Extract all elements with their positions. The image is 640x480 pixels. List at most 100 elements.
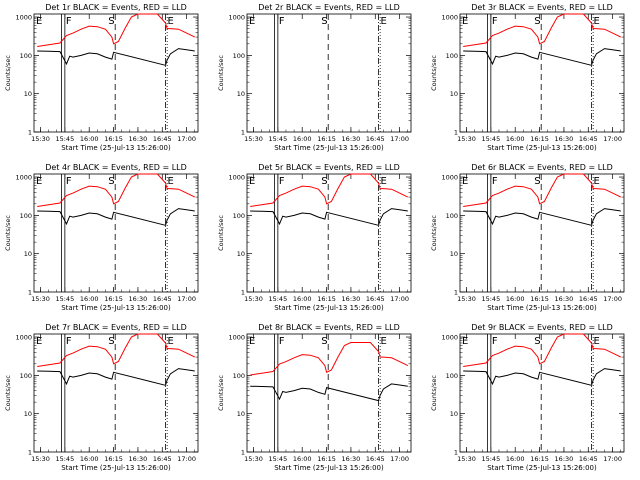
panel-title: Det 1r BLACK = Events, RED = LLD	[45, 3, 187, 12]
marker-label-f: F	[66, 16, 72, 27]
plot-panel: Det 6r BLACK = Events, RED = LLD 1 10 100 10…	[430, 163, 625, 312]
y-tick-label: 10	[237, 410, 245, 418]
x-axis-label: Start Time (25-Jul-13 15:26:00)	[274, 144, 384, 152]
panel-title: Det 6r BLACK = Events, RED = LLD	[471, 163, 613, 172]
y-tick-label: 1	[28, 129, 32, 137]
x-tick-label: 16:15	[104, 455, 123, 463]
y-tick-label: 10	[237, 250, 245, 258]
marker-label-f: F	[279, 176, 285, 187]
plot-frame	[459, 173, 625, 293]
y-tick-label: 1000	[228, 174, 245, 182]
x-tick-label: 15:45	[55, 135, 74, 143]
x-tick-label: 17:00	[177, 295, 196, 303]
panel-title: Det 7r BLACK = Events, RED = LLD	[45, 323, 187, 332]
panel-title: Det 5r BLACK = Events, RED = LLD	[258, 163, 400, 172]
x-tick-label: 16:00	[293, 455, 312, 463]
marker-label-e: E	[36, 16, 42, 27]
marker-label-e: E	[249, 16, 255, 27]
y-tick-label: 100	[446, 372, 458, 380]
x-tick-label: 15:45	[481, 135, 500, 143]
y-axis-label: Counts/sec	[430, 215, 438, 251]
marker-label-s: S	[108, 176, 114, 187]
panel-title: Det 8r BLACK = Events, RED = LLD	[258, 323, 400, 332]
marker-label-f: F	[66, 336, 72, 347]
marker-label-e: E	[249, 176, 255, 187]
panel-title: Det 9r BLACK = Events, RED = LLD	[471, 323, 613, 332]
x-tick-label: 15:45	[268, 455, 287, 463]
y-tick-label: 1000	[15, 334, 32, 342]
x-tick-label: 15:30	[31, 295, 50, 303]
panel-title: Det 2r BLACK = Events, RED = LLD	[258, 3, 400, 12]
plot-panel: Det 1r BLACK = Events, RED = LLD 1 10 100 10…	[4, 3, 199, 152]
lld-series-line	[250, 173, 409, 207]
y-tick-label: 10	[450, 410, 458, 418]
lld-series-line	[37, 173, 196, 207]
x-tick-label: 17:00	[603, 295, 622, 303]
y-tick-label: 1000	[441, 334, 458, 342]
x-tick-label: 16:30	[342, 135, 361, 143]
plot-frame	[33, 173, 199, 293]
y-tick-label: 100	[233, 372, 245, 380]
marker-label-f: F	[279, 336, 285, 347]
y-axis-label: Counts/sec	[4, 375, 12, 411]
marker-label-s: S	[321, 176, 327, 187]
x-tick-label: 16:15	[530, 455, 549, 463]
marker-label-e: E	[381, 176, 387, 187]
y-tick-label: 1	[454, 449, 458, 457]
x-tick-label: 16:00	[80, 455, 99, 463]
lld-series-line	[37, 13, 196, 47]
marker-label-e: E	[381, 336, 387, 347]
x-axis-label: Start Time (25-Jul-13 15:26:00)	[487, 304, 597, 312]
x-tick-label: 15:45	[481, 295, 500, 303]
x-tick-label: 16:45	[579, 455, 598, 463]
marker-label-f: F	[66, 176, 72, 187]
x-tick-label: 16:15	[104, 135, 123, 143]
x-axis-label: Start Time (25-Jul-13 15:26:00)	[61, 144, 171, 152]
marker-label-e: E	[249, 336, 255, 347]
y-tick-label: 10	[24, 90, 32, 98]
y-axis-label: Counts/sec	[217, 375, 225, 411]
y-tick-label: 100	[233, 52, 245, 60]
x-tick-label: 16:30	[342, 455, 361, 463]
y-tick-label: 10	[450, 250, 458, 258]
lld-series-line	[463, 13, 622, 47]
x-tick-label: 16:45	[579, 135, 598, 143]
y-tick-label: 1000	[441, 14, 458, 22]
x-tick-label: 15:45	[55, 455, 74, 463]
x-tick-label: 17:00	[603, 135, 622, 143]
x-tick-label: 16:15	[317, 455, 336, 463]
y-axis-label: Counts/sec	[430, 55, 438, 91]
marker-label-f: F	[492, 16, 498, 27]
x-tick-label: 17:00	[177, 455, 196, 463]
marker-label-e: E	[594, 336, 600, 347]
marker-label-e: E	[462, 176, 468, 187]
x-tick-label: 16:30	[129, 455, 148, 463]
x-tick-label: 15:30	[244, 455, 263, 463]
y-tick-label: 1000	[15, 14, 32, 22]
marker-label-e: E	[168, 176, 174, 187]
y-axis-label: Counts/sec	[217, 215, 225, 251]
marker-label-e: E	[594, 16, 600, 27]
x-axis-label: Start Time (25-Jul-13 15:26:00)	[274, 304, 384, 312]
x-tick-label: 15:30	[244, 295, 263, 303]
x-tick-label: 16:00	[293, 295, 312, 303]
events-series-line	[37, 368, 195, 386]
marker-label-e: E	[594, 176, 600, 187]
panel-title: Det 4r BLACK = Events, RED = LLD	[45, 163, 187, 172]
x-axis-label: Start Time (25-Jul-13 15:26:00)	[61, 464, 171, 472]
events-series-line	[463, 48, 621, 66]
marker-label-s: S	[534, 176, 540, 187]
lld-series-line	[463, 333, 622, 367]
y-tick-label: 1	[28, 289, 32, 297]
x-tick-label: 16:00	[506, 295, 525, 303]
x-tick-label: 16:00	[506, 135, 525, 143]
marker-label-e: E	[168, 16, 174, 27]
y-tick-label: 1000	[228, 14, 245, 22]
y-tick-label: 100	[20, 212, 32, 220]
y-tick-label: 10	[237, 90, 245, 98]
y-tick-label: 1	[241, 129, 245, 137]
y-tick-label: 100	[446, 52, 458, 60]
x-tick-label: 15:45	[481, 455, 500, 463]
y-tick-label: 100	[20, 52, 32, 60]
y-tick-label: 1000	[228, 334, 245, 342]
